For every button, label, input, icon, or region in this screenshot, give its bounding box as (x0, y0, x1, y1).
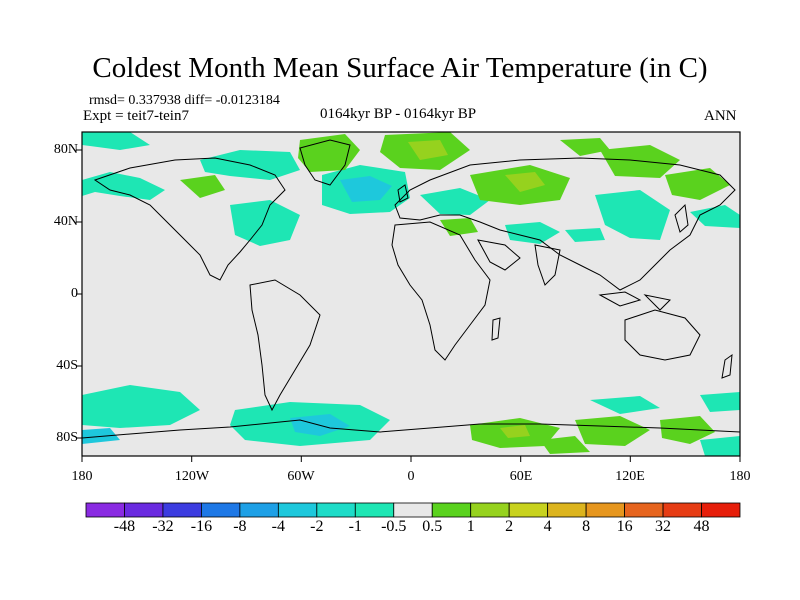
map-panel (76, 131, 741, 462)
colorbar-swatch (201, 502, 241, 518)
lat-tick-label: 40N (53, 214, 78, 229)
colorbar-label: 0.5 (422, 518, 443, 535)
colorbar-swatch (162, 502, 202, 518)
colorbar-label: 2 (505, 518, 514, 535)
colorbar-label: 48 (693, 518, 710, 535)
colorbar-swatch (470, 502, 510, 518)
colorbar-label: 8 (582, 518, 591, 535)
map-title: Coldest Month Mean Surface Air Temperatu… (92, 52, 708, 84)
lon-tick-label: 60E (509, 469, 533, 484)
colorbar-swatch (239, 502, 279, 518)
colorbar-swatch (354, 502, 395, 518)
colorbar-swatch (124, 502, 164, 518)
colorbar-swatch (508, 502, 549, 518)
lon-tick-label: 60W (287, 469, 315, 484)
colorbar-label: -1 (348, 518, 362, 535)
colorbar-swatch (662, 502, 702, 518)
colorbar-label: -2 (310, 518, 324, 535)
colorbar-label: 4 (543, 518, 552, 535)
colorbar-label: -32 (152, 518, 174, 535)
lon-tick-label: 180 (71, 469, 93, 484)
colorbar-swatch (431, 502, 472, 518)
axis-ticks (76, 149, 741, 462)
colorbar-swatch (316, 502, 356, 518)
colorbar-label: -48 (113, 518, 136, 535)
colorbar-swatch (585, 502, 625, 518)
colorbar-label: -0.5 (381, 518, 407, 535)
colorbar-label: -8 (233, 518, 247, 535)
lat-tick-label: 40S (56, 358, 78, 373)
lat-tick-label: 80N (53, 142, 78, 157)
experiment-label: Expt = teit7-tein7 (83, 108, 189, 124)
lon-tick-label: 120W (174, 469, 210, 484)
colorbar-swatch (277, 502, 318, 518)
colorbar-swatch (85, 502, 125, 518)
lon-tick-label: 0 (407, 469, 415, 484)
lat-tick-label: 80S (56, 430, 78, 445)
coastlines (81, 139, 741, 439)
colorbar-label: -4 (271, 518, 285, 535)
season-label: ANN (704, 108, 737, 124)
colorbar-label: -16 (190, 518, 213, 535)
lat-tick-label: 0 (71, 286, 78, 301)
colorbar-swatch (624, 502, 664, 518)
colorbar-swatch (547, 502, 587, 518)
colorbar-label: 32 (655, 518, 672, 535)
lon-tick-label: 120E (615, 469, 645, 484)
colorbar-label: 16 (616, 518, 633, 535)
colorbar-swatch (393, 502, 433, 518)
stats-text: rmsd= 0.337938 diff= -0.0123184 (89, 93, 280, 108)
period-label: 0164kyr BP - 0164kyr BP (320, 106, 477, 122)
colorbar-label: 1 (466, 518, 475, 535)
lon-tick-label: 180 (729, 469, 751, 484)
colorbar-swatch (701, 502, 741, 518)
colorbar (85, 502, 741, 518)
